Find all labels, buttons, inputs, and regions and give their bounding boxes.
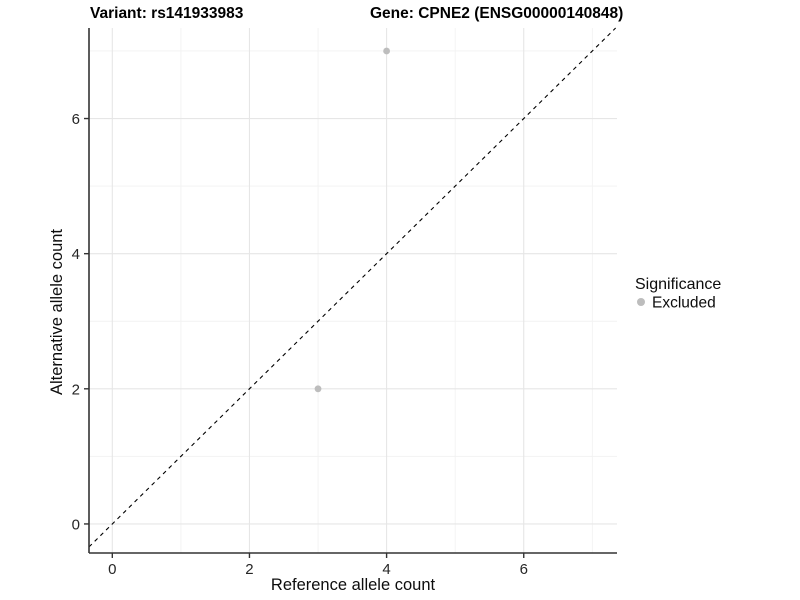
y-tick-label: 4 bbox=[72, 246, 80, 263]
legend: Excluded bbox=[637, 295, 716, 312]
x-tick-label: 4 bbox=[382, 561, 390, 578]
x-tick-label: 2 bbox=[245, 561, 253, 578]
scatter-point bbox=[383, 47, 390, 55]
axes: 0 2 4 6 0 2 4 6 bbox=[72, 28, 617, 578]
x-tick-label: 0 bbox=[108, 561, 116, 578]
plot-title-variant: Variant: rs141933983 bbox=[90, 5, 244, 22]
y-axis-title: Alternative allele count bbox=[48, 229, 66, 395]
legend-title: Significance bbox=[635, 276, 721, 293]
x-axis-title: Reference allele count bbox=[271, 576, 436, 594]
plot-title-gene: Gene: CPNE2 (ENSG00000140848) bbox=[370, 5, 623, 22]
legend-swatch bbox=[637, 298, 645, 306]
identity-reference-line bbox=[88, 27, 617, 548]
dashed-identity-line bbox=[88, 27, 617, 548]
y-tick-label: 0 bbox=[72, 516, 80, 533]
x-tick-label: 6 bbox=[520, 561, 528, 578]
y-tick-label: 6 bbox=[72, 111, 80, 128]
data-points bbox=[314, 47, 390, 393]
y-tick-label: 2 bbox=[72, 381, 80, 398]
scatter-point bbox=[314, 385, 322, 393]
gridlines bbox=[89, 28, 617, 553]
legend-label: Excluded bbox=[652, 295, 716, 312]
